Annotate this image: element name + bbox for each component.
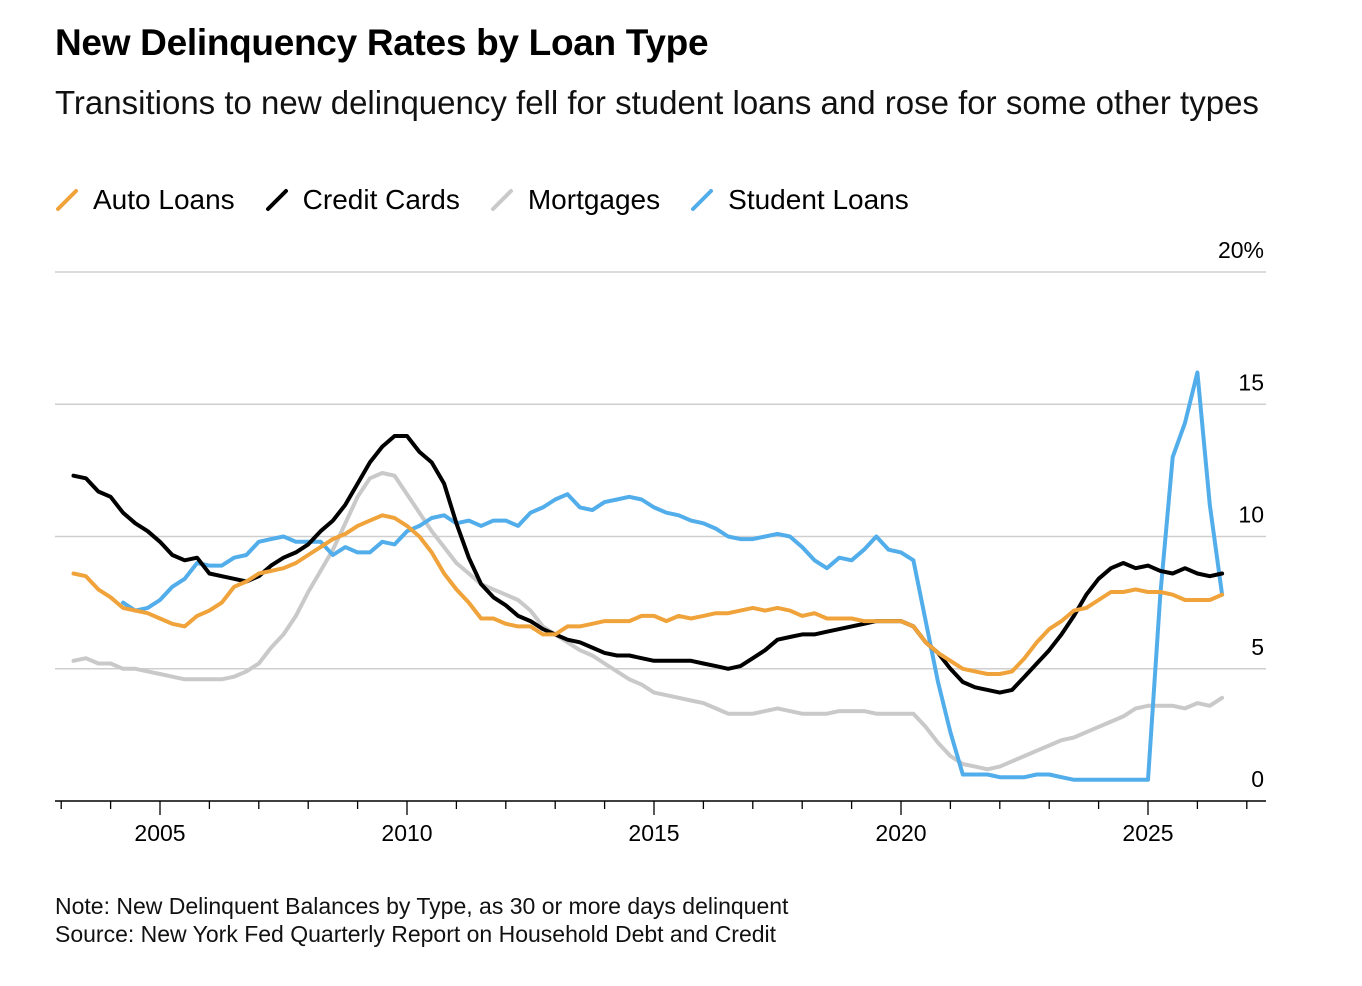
legend-label: Auto Loans — [93, 184, 235, 215]
legend-item-auto-loans: Auto Loans — [55, 184, 235, 216]
legend-label: Credit Cards — [302, 184, 460, 215]
legend-item-credit-cards: Credit Cards — [265, 184, 460, 216]
series-line-student-loans — [121, 370, 1225, 782]
legend-label: Student Loans — [728, 184, 909, 215]
chart-note: Note: New Delinquent Balances by Type, a… — [55, 893, 789, 919]
chart-subtitle: Transitions to new delinquency fell for … — [55, 84, 1259, 121]
legend-swatch-icon — [265, 189, 288, 211]
y-tick-label: 20% — [1218, 237, 1264, 263]
chart-footer: Note: New Delinquent Balances by Type, a… — [55, 892, 788, 948]
legend-item-mortgages: Mortgages — [490, 184, 660, 216]
chart-source: Source: New York Fed Quarterly Report on… — [55, 921, 777, 947]
legend-swatch-icon — [691, 189, 714, 211]
x-tick-label: 2020 — [875, 820, 926, 846]
x-tick-label: 2015 — [628, 820, 679, 846]
y-tick-label: 0 — [1251, 766, 1264, 792]
series-line-credit-cards — [71, 434, 1225, 695]
y-tick-label: 5 — [1251, 634, 1264, 660]
line-chart: 20% 15 10 5 0 2005 2010 2015 2020 2025 — [55, 237, 1266, 846]
x-tick-label: 2005 — [134, 820, 185, 846]
y-tick-label: 15 — [1238, 369, 1264, 395]
y-tick-label: 10 — [1238, 502, 1264, 528]
series-line-mortgages — [71, 471, 1225, 772]
series-line-auto-loans — [71, 513, 1225, 676]
legend-label: Mortgages — [527, 184, 661, 215]
legend-item-student-loans: Student Loans — [690, 184, 909, 216]
chart-legend: Auto Loans Credit Cards Mortgages Student L… — [55, 182, 939, 218]
x-tick-label: 2025 — [1122, 820, 1173, 846]
x-tick-label: 2010 — [381, 820, 432, 846]
chart-title: New Delinquency Rates by Loan Type — [55, 22, 709, 63]
legend-swatch-icon — [490, 189, 513, 211]
legend-swatch-icon — [56, 189, 78, 211]
